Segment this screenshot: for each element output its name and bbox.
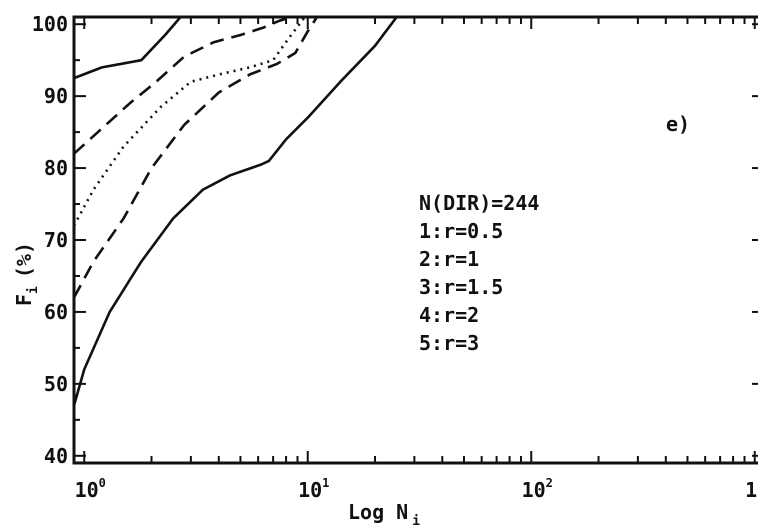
y-axis-title-text: F [12,294,36,306]
x-axis-title-subscript: i [412,514,420,528]
series-line-4 [73,15,293,155]
series-line-5 [73,16,182,80]
x-axis-title: Log N i [348,500,420,528]
y-tick-labels: 40 50 60 70 80 90 100 [32,12,68,468]
x-tick-label-exponent: 2 [546,476,553,490]
y-axis-title: Fi (%) [12,242,41,306]
x-tick-label-base: 10 [745,478,758,502]
series-lines [72,15,398,406]
x-tick-label-base: 10 [75,478,99,502]
legend: N(DIR)=244 1:r=0.5 2:r=1 3:r=1.5 4:r=2 5:r=3 [419,191,539,355]
legend-entry: 3:r=1.5 [419,275,503,299]
x-tick-label: 100 [75,476,106,502]
y-axis-title-subscript: i [26,286,41,294]
x-tick-label-exponent: 0 [99,476,106,490]
y-tick-label: 60 [44,300,68,324]
legend-entry: 5:r=3 [419,331,479,355]
y-tick-label: 80 [44,156,68,180]
y-axis-title-unit: (%) [12,242,36,278]
x-tick-label: 101 [298,476,329,502]
y-tick-label: 70 [44,228,68,252]
legend-entry: 1:r=0.5 [419,219,503,243]
tick-marks [74,17,758,463]
x-tick-labels: 100101102103 [75,476,758,502]
x-tick-label: 103 [745,476,758,502]
series-line-1 [72,16,398,406]
panel-label: e) [666,112,690,136]
y-tick-label: 90 [44,84,68,108]
y-tick-label: 40 [44,444,68,468]
x-tick-label-base: 10 [298,478,322,502]
x-axis-title-text: Log N [348,500,408,524]
plot-frame [72,15,758,465]
x-tick-label-exponent: 1 [322,476,329,490]
y-tick-label: 50 [44,372,68,396]
legend-entry: 4:r=2 [419,303,479,327]
x-tick-label-base: 10 [522,478,546,502]
y-tick-label: 100 [32,12,68,36]
series-line-2 [72,16,319,299]
x-tick-label: 102 [522,476,553,502]
legend-entry: 2:r=1 [419,247,479,271]
legend-entry: N(DIR)=244 [419,191,539,215]
